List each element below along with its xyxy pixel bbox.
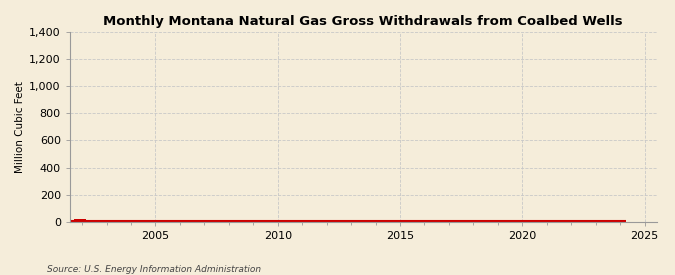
Y-axis label: Million Cubic Feet: Million Cubic Feet [15, 81, 25, 173]
Title: Monthly Montana Natural Gas Gross Withdrawals from Coalbed Wells: Monthly Montana Natural Gas Gross Withdr… [103, 15, 623, 28]
Text: Source: U.S. Energy Information Administration: Source: U.S. Energy Information Administ… [47, 265, 261, 274]
